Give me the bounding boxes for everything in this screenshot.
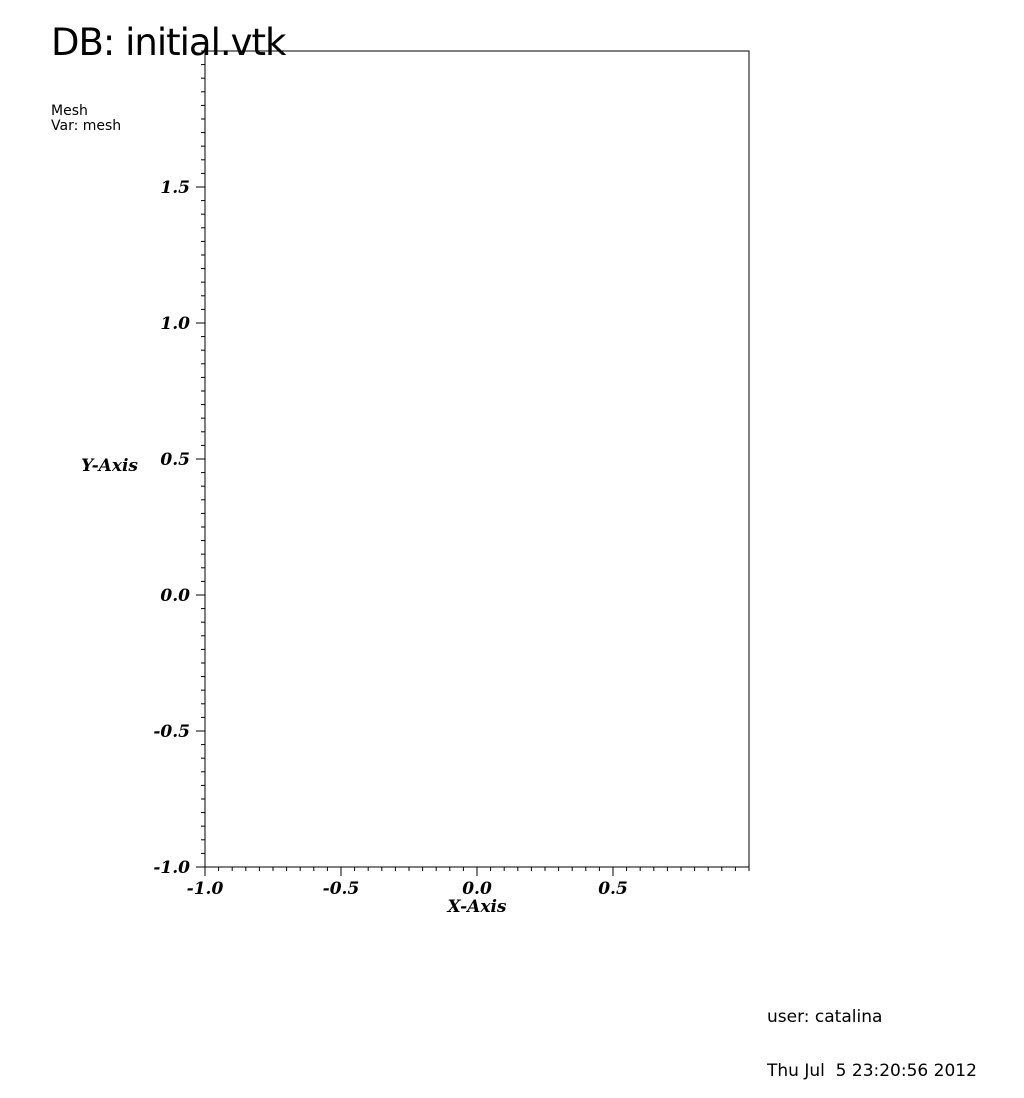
x-tick-label: -1.0 (187, 879, 224, 899)
mesh-plot: -1.0 -0.5 0.0 0.5 -1.0 -0.5 0.0 0.5 1.0 1.5 X-Ax… (81, 50, 750, 917)
user-label: user: catalina (767, 1007, 883, 1027)
y-tick-labels: -1.0 -0.5 0.0 0.5 1.0 1.5 (153, 178, 190, 878)
x-axis-title: X-Axis (447, 897, 507, 917)
footer-info: user: catalina Thu Jul 5 23:20:56 2012 (767, 972, 977, 1098)
x-tick-labels: -1.0 -0.5 0.0 0.5 (187, 879, 628, 899)
y-tick-label: -0.5 (153, 722, 190, 742)
y-tick-label: 0.0 (160, 586, 190, 606)
x-tick-label: 0.0 (462, 879, 492, 899)
y-tick-label: -1.0 (153, 858, 190, 878)
variable-label: Var: mesh (51, 118, 122, 134)
x-tick-label: 0.5 (598, 879, 628, 899)
y-major-ticks (196, 186, 205, 868)
y-axis-title: Y-Axis (81, 456, 138, 476)
plot-type-label: Mesh (51, 103, 88, 119)
x-major-ticks (204, 867, 614, 876)
y-tick-label: 1.5 (160, 178, 190, 198)
y-tick-label: 0.5 (160, 450, 190, 470)
x-tick-label: -0.5 (323, 879, 360, 899)
plot-info: Mesh Var: mesh (51, 104, 121, 134)
x-minor-ticks (204, 867, 750, 871)
plot-frame (204, 50, 750, 868)
y-tick-label: 1.0 (160, 314, 190, 334)
db-title: DB: initial.vtk (51, 21, 286, 64)
timestamp-label: Thu Jul 5 23:20:56 2012 (767, 1061, 977, 1081)
